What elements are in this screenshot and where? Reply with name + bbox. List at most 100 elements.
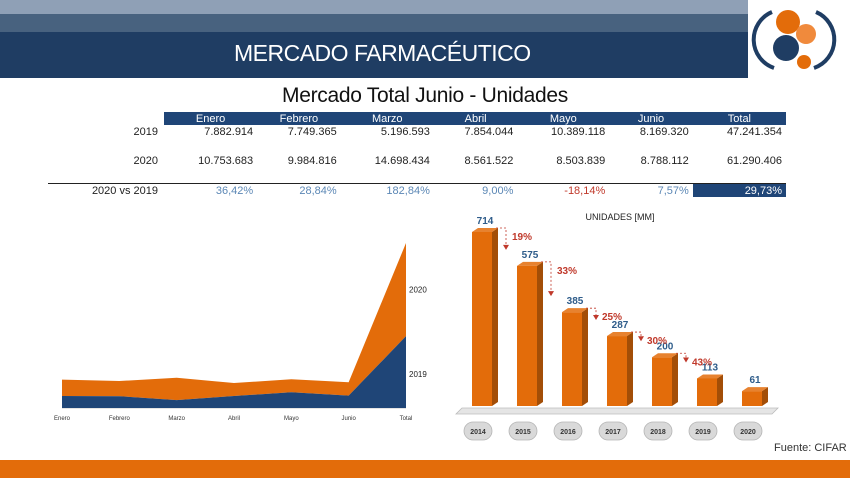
bar-top [472, 228, 498, 232]
area-x-tick-label: Mayo [284, 416, 299, 422]
bar-value-label: 575 [522, 250, 539, 261]
cell-2019-total: 47.241.354 [726, 125, 782, 138]
year-pill [463, 421, 493, 441]
area-x-tick-label: Enero [54, 416, 71, 422]
decline-arrow [548, 291, 554, 297]
cell-2020-enero: 10.753.683 [198, 154, 254, 167]
bar-front [697, 378, 717, 406]
decline-label: 25% [602, 312, 622, 323]
sales-table: Enero Febrero Marzo Abril Mayo Junio Tot… [48, 112, 786, 197]
area-x-tick-label: Marzo [168, 416, 185, 422]
bar-front [562, 312, 582, 406]
header-band [0, 0, 748, 78]
cell-2020-marzo: 14.698.434 [374, 154, 430, 167]
area-chart: Enero Febrero Marzo Abril Mayo Junio Total 2020… [54, 243, 427, 422]
bar-chart: UNIDADES [MM] 714 2014 575 2015 385 2016 287 201… [455, 212, 779, 441]
decline-connector [631, 331, 642, 340]
header-stripe-light [0, 0, 748, 14]
year-pill [688, 421, 718, 441]
cell-2019-junio: 8.169.320 [639, 125, 689, 138]
footer-band [0, 460, 850, 478]
cell-pct-junio: 7,57% [609, 183, 693, 197]
bar-side [582, 308, 588, 406]
cell-2020-mayo: 8.503.839 [556, 154, 606, 167]
year-pill [733, 421, 763, 441]
bar-value-label: 61 [749, 375, 761, 386]
year-pill [643, 421, 673, 441]
decline-label: 19% [512, 232, 532, 243]
bar-side [762, 387, 768, 406]
bar-chart-title: UNIDADES [MM] [585, 212, 654, 222]
area-x-tick-label: Junio [341, 416, 356, 422]
year-pill [508, 421, 538, 441]
bar-value-label: 385 [567, 296, 584, 307]
page-title: MERCADO FARMACÉUTICO [234, 40, 531, 66]
col-header-febrero: Febrero [257, 112, 341, 125]
chart-subtitle: Mercado Total Junio - Unidades [282, 84, 568, 107]
table-row-2019: 2019 7.882.914 7.749.365 5.196.593 7.854… [48, 125, 786, 138]
bar-2017 [607, 332, 633, 406]
cell-2019-marzo: 5.196.593 [380, 125, 430, 138]
bar-chart-floor [455, 407, 779, 415]
col-header-marzo: Marzo [340, 112, 434, 125]
year-pill [598, 421, 628, 441]
year-pill [553, 421, 583, 441]
row-label: 2019 [133, 125, 158, 138]
row-label: 2020 vs 2019 [48, 183, 164, 197]
bar-top [652, 353, 678, 358]
table-row-2020: 2020 10.753.683 9.984.816 14.698.434 8.5… [48, 154, 786, 167]
source-note: Fuente: CIFAR [774, 442, 847, 454]
cell-2019-febrero: 7.749.365 [287, 125, 337, 138]
area-series-2019 [62, 336, 406, 408]
col-header-junio: Junio [609, 112, 693, 125]
cell-2019-enero: 7.882.914 [204, 125, 254, 138]
bar-2014 [472, 228, 498, 406]
company-logo [751, 10, 837, 70]
area-x-tick-label: Febrero [109, 416, 131, 422]
cell-pct-enero: 36,42% [164, 183, 258, 197]
bar-2018 [652, 353, 678, 406]
cell-2020-abril: 8.561.522 [464, 154, 514, 167]
bar-value-label: 714 [477, 216, 494, 227]
bar-x-tick-label: 2018 [650, 429, 666, 436]
bar-front [652, 357, 672, 406]
cell-2020-total: 61.290.406 [726, 154, 782, 167]
bar-top [562, 308, 588, 313]
decline-label: 43% [692, 357, 712, 368]
bar-x-tick-label: 2017 [605, 429, 621, 436]
bar-side [717, 374, 723, 406]
bar-side [492, 228, 498, 406]
decline-connector [541, 261, 552, 295]
area-x-tick-label: Total [400, 416, 413, 422]
col-header-mayo: Mayo [517, 112, 610, 125]
bar-value-label: 113 [702, 362, 719, 373]
col-header-abril: Abril [433, 112, 518, 125]
bar-front [472, 232, 492, 406]
decline-arrow [593, 315, 599, 321]
bar-value-label: 200 [657, 341, 674, 352]
table-spacer-row [48, 138, 786, 154]
bar-front [517, 265, 537, 406]
area-series-2020 [62, 243, 406, 401]
cell-2020-febrero: 9.984.816 [287, 154, 337, 167]
bar-x-tick-label: 2016 [560, 429, 576, 436]
table-row-pct: 2020 vs 2019 36,42% 28,84% 182,84% 9,00%… [48, 183, 786, 197]
decline-connector [676, 352, 687, 361]
bar-front [607, 336, 627, 406]
cell-2020-junio: 8.788.112 [640, 154, 689, 167]
decline-arrow [638, 336, 644, 342]
decline-label: 33% [557, 266, 577, 277]
col-header-total: Total [692, 112, 786, 125]
bar-top [607, 332, 633, 337]
table-header-row: Enero Febrero Marzo Abril Mayo Junio Tot… [48, 112, 786, 125]
bar-top [517, 261, 543, 266]
area-legend-2020: 2020 [409, 286, 427, 295]
area-legend-2019: 2019 [409, 370, 427, 379]
bar-x-tick-label: 2020 [740, 429, 756, 436]
bar-x-tick-label: 2015 [515, 429, 531, 436]
cell-2019-abril: 7.854.044 [464, 125, 514, 138]
bar-2016 [562, 308, 588, 406]
cell-pct-febrero: 28,84% [257, 183, 341, 197]
bar-2020 [742, 387, 768, 406]
area-x-tick-label: Abril [228, 416, 240, 422]
